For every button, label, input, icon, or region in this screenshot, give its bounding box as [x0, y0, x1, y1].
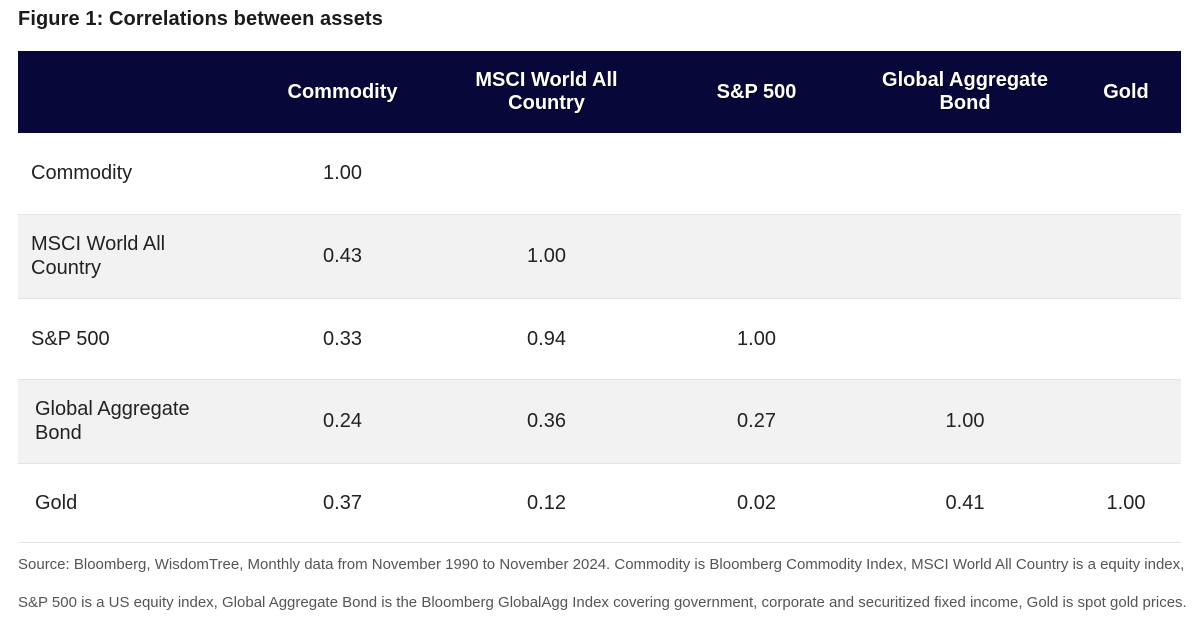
row-label: MSCI World All Country: [31, 233, 166, 279]
table-row: Commodity 1.00: [18, 133, 1181, 214]
table-cell: 1.00: [1106, 491, 1146, 514]
table-row: Global Aggregate Bond 0.24 0.36 0.27 1.0…: [18, 379, 1181, 463]
table-cell: 1.00: [323, 162, 362, 185]
table-cell: 0.02: [737, 491, 776, 514]
table-cell: 0.12: [527, 491, 566, 514]
table-cell: 1.00: [737, 327, 776, 350]
header-msci-world-all-country: MSCI World All Country: [475, 69, 618, 114]
table-cell: [1071, 133, 1181, 214]
table-cell: [859, 133, 1071, 214]
header-empty: [18, 51, 246, 133]
table-cell: [1071, 379, 1181, 463]
correlation-table: Commodity MSCI World All Country S&P 500…: [18, 51, 1181, 543]
header-global-aggregate-bond: Global Aggregate Bond: [882, 69, 1048, 114]
table-cell: [654, 214, 859, 298]
table-cell: [859, 214, 1071, 298]
table-row: MSCI World All Country 0.43 1.00: [18, 214, 1181, 298]
table-cell: 0.33: [323, 327, 362, 350]
table-cell: 0.27: [737, 410, 776, 432]
source-note: Source: Bloomberg, WisdomTree, Monthly d…: [18, 556, 1187, 611]
row-label: Commodity: [31, 162, 133, 185]
table-cell: 0.41: [945, 491, 985, 514]
table-row: Gold 0.37 0.12 0.02 0.41 1.00: [18, 463, 1181, 542]
table-cell: [654, 133, 859, 214]
row-label: Global Aggregate Bond: [35, 398, 190, 444]
table-cell: 0.43: [323, 245, 362, 267]
table-cell: 1.00: [945, 410, 985, 432]
header-sp500: S&P 500: [716, 80, 797, 103]
table-cell: 0.94: [527, 327, 566, 350]
table-header-row: Commodity MSCI World All Country S&P 500…: [18, 51, 1181, 133]
table-cell: [439, 133, 654, 214]
table-cell: 0.36: [527, 410, 566, 432]
table-row: S&P 500 0.33 0.94 1.00: [18, 298, 1181, 379]
table-cell: 1.00: [527, 245, 566, 267]
header-commodity: Commodity: [287, 80, 398, 103]
table-cell: 0.37: [323, 491, 362, 514]
row-label: Gold: [35, 491, 78, 514]
table-cell: [859, 298, 1071, 379]
row-label: S&P 500: [31, 327, 110, 350]
table-cell: [1071, 298, 1181, 379]
table-cell: [1071, 214, 1181, 298]
header-gold: Gold: [1103, 80, 1149, 103]
figure-title: Figure 1: Correlations between assets: [18, 8, 383, 30]
table-cell: 0.24: [323, 410, 362, 432]
